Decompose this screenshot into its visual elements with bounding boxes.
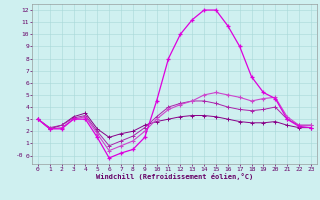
Text: -0: -0 [16,153,24,158]
X-axis label: Windchill (Refroidissement éolien,°C): Windchill (Refroidissement éolien,°C) [96,173,253,180]
